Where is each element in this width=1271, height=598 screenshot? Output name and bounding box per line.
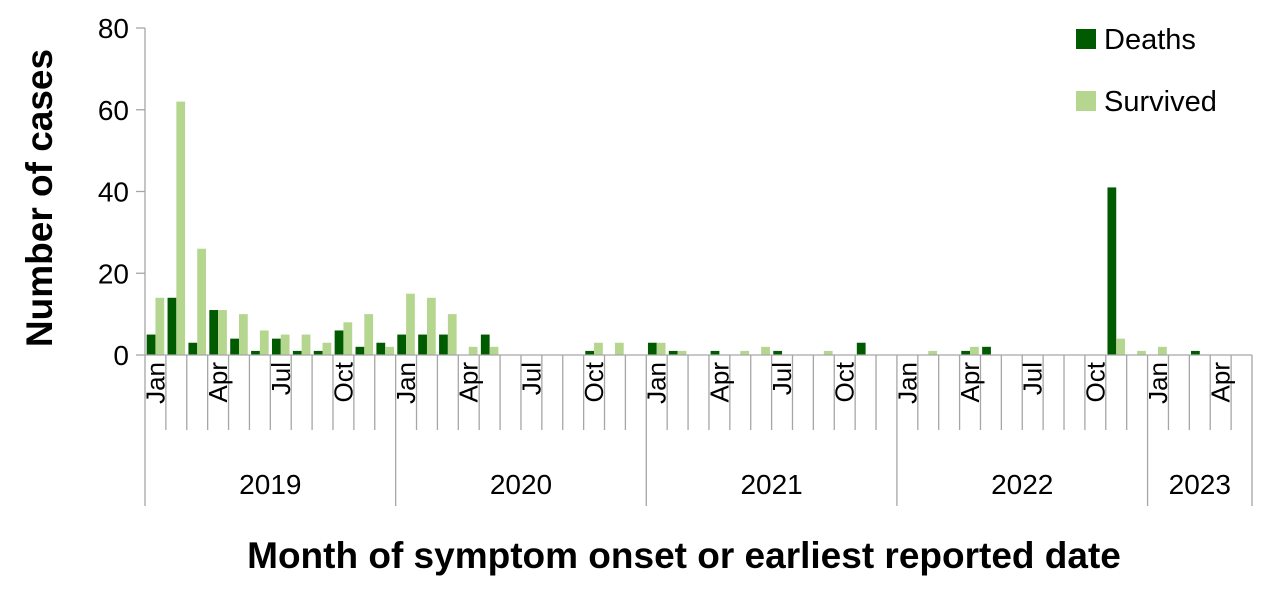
legend-swatch-survived	[1076, 91, 1096, 111]
bar-deaths-nov-2019	[355, 346, 365, 355]
month-tick-label: Jan	[1143, 362, 1173, 404]
bar-survived-nov-2022	[1116, 338, 1126, 355]
bar-survived-nov-2020	[614, 342, 624, 355]
month-tick-label: Jul	[266, 362, 296, 395]
bar-survived-oct-2019	[343, 322, 353, 355]
bar-survived-mar-2020	[447, 314, 457, 355]
bar-deaths-may-2019	[230, 338, 239, 355]
y-tick-label: 40	[98, 177, 129, 208]
bar-deaths-jan-2019	[146, 334, 156, 355]
bar-deaths-feb-2019	[167, 297, 177, 355]
bar-deaths-apr-2019	[209, 310, 219, 355]
bar-survived-jan-2019	[155, 297, 165, 355]
bars-group	[146, 101, 1200, 355]
y-tick-label: 60	[98, 95, 129, 126]
month-tick-label: Apr	[203, 362, 233, 403]
bar-deaths-nov-2022	[1107, 187, 1117, 355]
bar-deaths-apr-2022	[961, 350, 971, 355]
month-tick-label: Apr	[955, 362, 985, 403]
bar-deaths-feb-2021	[668, 350, 678, 355]
bar-survived-feb-2019	[176, 101, 186, 355]
legend-label-survived: Survived	[1104, 86, 1217, 118]
month-tick-label: Apr	[704, 362, 734, 403]
bar-deaths-aug-2019	[292, 350, 302, 355]
legend: Deaths Survived	[1076, 24, 1217, 118]
bar-deaths-may-2020	[480, 334, 490, 355]
axes-group	[144, 28, 1253, 506]
month-tick-label: Apr	[454, 362, 484, 403]
bar-survived-aug-2019	[301, 334, 311, 355]
bar-deaths-nov-2021	[856, 342, 866, 355]
bar-survived-apr-2022	[970, 346, 979, 355]
month-tick-label: Oct	[579, 361, 609, 402]
legend-swatch-deaths	[1076, 29, 1096, 49]
bar-survived-may-2019	[238, 314, 248, 355]
month-tick-label: Oct	[328, 361, 358, 402]
month-tick-label: Jul	[767, 362, 797, 395]
bar-deaths-jun-2019	[251, 350, 260, 355]
y-axis-ticks: 0 20 40 60 80	[98, 13, 145, 371]
year-label: 2023	[1169, 469, 1231, 500]
bar-survived-jan-2020	[406, 293, 415, 355]
bar-deaths-oct-2019	[334, 330, 344, 355]
bar-deaths-oct-2020	[585, 350, 595, 355]
year-label: 2022	[991, 469, 1053, 500]
bar-survived-feb-2022	[928, 350, 938, 355]
month-tick-label: Jul	[1018, 362, 1048, 395]
month-tick-label: Jan	[391, 362, 421, 404]
bar-deaths-may-2022	[982, 346, 991, 355]
bar-survived-jun-2019	[259, 330, 269, 355]
month-tick-label: Jan	[140, 362, 170, 404]
bar-survived-jun-2021	[761, 346, 770, 355]
bar-deaths-jul-2019	[271, 338, 281, 355]
legend-label-deaths: Deaths	[1104, 24, 1196, 56]
bar-survived-feb-2020	[426, 297, 436, 355]
bar-survived-mar-2019	[197, 248, 206, 355]
bar-survived-nov-2019	[364, 314, 374, 355]
bar-survived-dec-2019	[385, 346, 394, 355]
x-axis-title: Month of symptom onset or earliest repor…	[247, 535, 1121, 576]
bar-deaths-jan-2021	[647, 342, 657, 355]
bar-deaths-mar-2019	[188, 342, 198, 355]
bar-deaths-dec-2019	[376, 342, 386, 355]
month-tick-label: Jul	[516, 362, 546, 395]
year-label: 2020	[490, 469, 552, 500]
bar-deaths-apr-2021	[710, 350, 720, 355]
bar-deaths-sep-2019	[313, 350, 323, 355]
bar-survived-apr-2020	[468, 346, 478, 355]
month-tick-label: Jan	[892, 362, 922, 404]
month-tick-label: Jan	[642, 362, 672, 404]
y-axis-title: Number of cases	[19, 49, 60, 347]
bar-deaths-feb-2020	[418, 334, 427, 355]
bar-deaths-jul-2021	[773, 350, 783, 355]
y-tick-label: 80	[98, 13, 129, 44]
month-tick-label: Apr	[1206, 362, 1236, 403]
bar-survived-jul-2019	[280, 334, 290, 355]
x-axis-labels: Jan Apr Jul Oct 2019 Jan Apr Jul Oct 2020 Jan Apr Ju…	[140, 361, 1235, 500]
month-tick-label: Oct	[1080, 361, 1110, 402]
year-label: 2019	[239, 469, 301, 500]
bar-survived-oct-2020	[594, 342, 603, 355]
bar-deaths-mar-2023	[1191, 350, 1200, 355]
bar-survived-apr-2019	[218, 310, 227, 355]
bar-survived-jan-2023	[1158, 346, 1167, 355]
bar-deaths-jan-2020	[397, 334, 407, 355]
month-tick-label: Oct	[830, 361, 860, 402]
bar-survived-sep-2021	[823, 350, 833, 355]
y-tick-label: 20	[98, 258, 129, 289]
bar-survived-dec-2022	[1137, 350, 1146, 355]
year-label: 2021	[740, 469, 802, 500]
bar-deaths-mar-2020	[439, 334, 448, 355]
bar-survived-may-2021	[740, 350, 750, 355]
y-tick-label: 0	[113, 340, 129, 371]
bar-survived-jan-2021	[656, 342, 666, 355]
bar-survived-feb-2021	[677, 350, 687, 355]
bar-survived-sep-2019	[322, 342, 332, 355]
bar-survived-may-2020	[489, 346, 499, 355]
